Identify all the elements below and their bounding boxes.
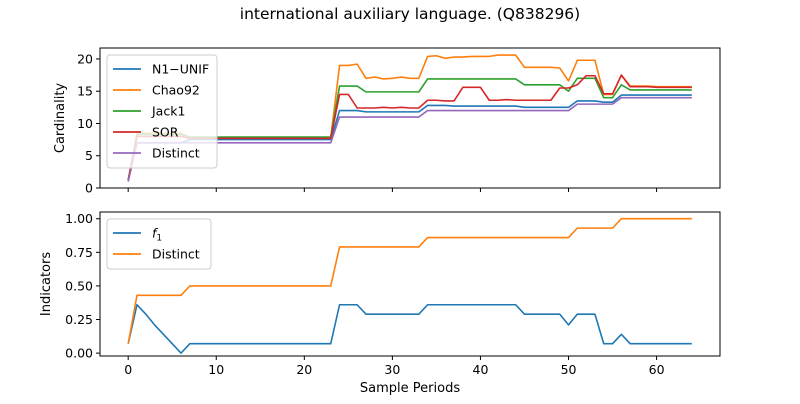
indicators-x-tick-label-3: 30: [384, 362, 400, 377]
indicators-y-tick-label-0: 0.00: [65, 346, 93, 361]
indicators-legend: [106, 218, 212, 270]
cardinality-legend-label-2: Jack1: [151, 104, 185, 119]
indicators-x-tick-label-2: 20: [296, 362, 312, 377]
indicators-y-axis-label: Indicators: [39, 252, 54, 316]
indicators-x-tick-label-1: 10: [208, 362, 224, 377]
indicators-x-axis-label: Sample Periods: [360, 381, 460, 396]
cardinality-legend-label-4: Distinct: [152, 146, 200, 161]
indicators-series-line-1: [127, 217, 692, 344]
cardinality-series-line-2: [127, 77, 692, 181]
cardinality-subplot: 0 5 10 15 20 Cardinality N1−UNIF Chao92 Jack1 SOR…: [53, 47, 721, 196]
cardinality-legend-label-1: Chao92: [152, 83, 200, 98]
indicators-y-tick-label-1: 0.25: [65, 312, 93, 327]
indicators-series-line-0: [127, 303, 692, 354]
indicators-axes-frame: [99, 211, 721, 357]
cardinality-y-tick-label-4: 20: [77, 51, 93, 66]
indicators-subplot: 0 10 20 30 40 50 60 0.00 0.25 0.50 0.75 1.00 Indicat…: [39, 211, 721, 396]
indicators-x-tick-label-5: 50: [561, 362, 577, 377]
cardinality-legend-label-0: N1−UNIF: [152, 62, 209, 77]
indicators-y-tick-label-2: 0.50: [65, 278, 93, 293]
cardinality-y-tick-label-0: 0: [85, 181, 93, 196]
cardinality-series-line-4: [127, 96, 692, 182]
cardinality-y-axis-label: Cardinality: [53, 83, 68, 154]
cardinality-legend: [106, 54, 218, 169]
cardinality-y-tick-label-3: 15: [77, 84, 93, 99]
cardinality-y-tick-label-2: 10: [77, 116, 93, 131]
cardinality-axes-frame: [99, 47, 721, 189]
cardinality-series-line-0: [127, 94, 692, 181]
indicators-legend-label-1: Distinct: [152, 247, 200, 262]
cardinality-y-tick-label-1: 5: [85, 148, 93, 163]
indicators-y-tick-label-4: 1.00: [65, 211, 93, 226]
indicators-x-tick-label-4: 40: [473, 362, 489, 377]
indicators-legend-label-0: f1: [152, 226, 162, 244]
figure-title: international auxiliary language. (Q8382…: [240, 5, 580, 23]
indicators-x-tick-label-6: 60: [649, 362, 665, 377]
cardinality-series-line-3: [127, 74, 692, 181]
indicators-x-tick-label-0: 0: [124, 362, 132, 377]
cardinality-legend-label-3: SOR: [152, 125, 179, 140]
indicators-y-tick-label-3: 0.75: [65, 245, 93, 260]
